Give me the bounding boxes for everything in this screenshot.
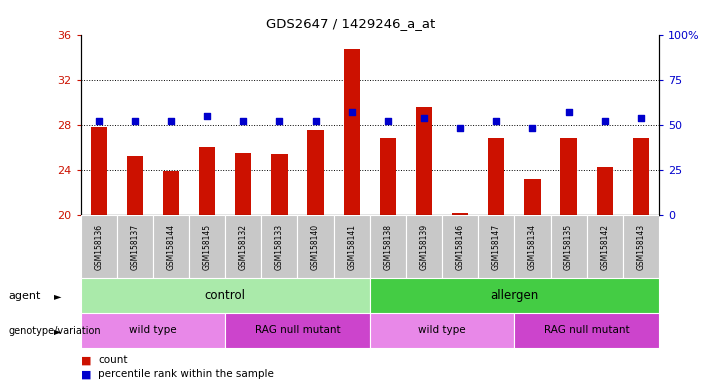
Point bbox=[346, 109, 358, 115]
Text: GSM158143: GSM158143 bbox=[637, 223, 646, 270]
Text: ►: ► bbox=[55, 326, 62, 336]
Text: GSM158147: GSM158147 bbox=[492, 223, 501, 270]
Bar bbox=[334, 215, 370, 278]
Bar bbox=[153, 215, 189, 278]
Bar bbox=[199, 147, 215, 215]
Text: GSM158132: GSM158132 bbox=[239, 224, 247, 270]
Text: ■: ■ bbox=[81, 369, 91, 379]
Text: GSM158138: GSM158138 bbox=[383, 224, 393, 270]
Text: GDS2647 / 1429246_a_at: GDS2647 / 1429246_a_at bbox=[266, 17, 435, 30]
Text: GSM158134: GSM158134 bbox=[528, 223, 537, 270]
Bar bbox=[90, 127, 107, 215]
Bar bbox=[488, 138, 505, 215]
Bar bbox=[127, 156, 143, 215]
Point bbox=[382, 118, 393, 124]
Point bbox=[599, 118, 611, 124]
Bar bbox=[515, 313, 659, 348]
Bar bbox=[406, 215, 442, 278]
Text: RAG null mutant: RAG null mutant bbox=[254, 325, 340, 335]
Text: GSM158142: GSM158142 bbox=[600, 224, 609, 270]
Text: GSM158133: GSM158133 bbox=[275, 223, 284, 270]
Bar bbox=[81, 215, 117, 278]
Text: RAG null mutant: RAG null mutant bbox=[544, 325, 629, 335]
Text: control: control bbox=[205, 289, 245, 302]
Point bbox=[418, 114, 430, 121]
Bar bbox=[369, 215, 406, 278]
Point bbox=[454, 125, 465, 131]
Point bbox=[563, 109, 574, 115]
Point bbox=[635, 114, 646, 121]
Bar bbox=[633, 138, 649, 215]
Bar bbox=[524, 179, 540, 215]
Bar bbox=[235, 153, 252, 215]
Bar bbox=[261, 215, 297, 278]
Point bbox=[527, 125, 538, 131]
Text: allergen: allergen bbox=[490, 289, 538, 302]
Point bbox=[165, 118, 177, 124]
Text: ■: ■ bbox=[81, 355, 91, 365]
Text: agent: agent bbox=[8, 291, 41, 301]
Text: GSM158135: GSM158135 bbox=[564, 223, 573, 270]
Bar bbox=[369, 313, 515, 348]
Bar bbox=[225, 313, 370, 348]
Bar bbox=[560, 138, 577, 215]
Bar bbox=[189, 215, 225, 278]
Bar bbox=[597, 167, 613, 215]
Text: count: count bbox=[98, 355, 128, 365]
Bar bbox=[416, 107, 432, 215]
Text: ►: ► bbox=[55, 291, 62, 301]
Bar bbox=[369, 278, 659, 313]
Text: GSM158141: GSM158141 bbox=[347, 224, 356, 270]
Bar bbox=[308, 131, 324, 215]
Bar bbox=[452, 213, 468, 215]
Point bbox=[129, 118, 140, 124]
Point bbox=[310, 118, 321, 124]
Text: percentile rank within the sample: percentile rank within the sample bbox=[98, 369, 274, 379]
Text: GSM158144: GSM158144 bbox=[166, 223, 175, 270]
Bar bbox=[515, 215, 550, 278]
Bar bbox=[297, 215, 334, 278]
Bar bbox=[163, 171, 179, 215]
Text: GSM158146: GSM158146 bbox=[456, 223, 465, 270]
Bar bbox=[442, 215, 478, 278]
Point bbox=[238, 118, 249, 124]
Text: wild type: wild type bbox=[129, 325, 177, 335]
Point bbox=[93, 118, 104, 124]
Point bbox=[274, 118, 285, 124]
Text: GSM158137: GSM158137 bbox=[130, 223, 139, 270]
Text: GSM158145: GSM158145 bbox=[203, 223, 212, 270]
Bar bbox=[380, 138, 396, 215]
Bar bbox=[587, 215, 622, 278]
Point bbox=[201, 113, 212, 119]
Text: GSM158139: GSM158139 bbox=[419, 223, 428, 270]
Bar bbox=[271, 154, 287, 215]
Bar bbox=[81, 313, 225, 348]
Bar bbox=[81, 278, 370, 313]
Bar bbox=[343, 49, 360, 215]
Bar bbox=[117, 215, 153, 278]
Bar bbox=[225, 215, 261, 278]
Bar bbox=[550, 215, 587, 278]
Text: GSM158140: GSM158140 bbox=[311, 223, 320, 270]
Bar bbox=[622, 215, 659, 278]
Text: GSM158136: GSM158136 bbox=[94, 223, 103, 270]
Text: wild type: wild type bbox=[418, 325, 466, 335]
Text: genotype/variation: genotype/variation bbox=[8, 326, 101, 336]
Point bbox=[491, 118, 502, 124]
Bar bbox=[478, 215, 515, 278]
